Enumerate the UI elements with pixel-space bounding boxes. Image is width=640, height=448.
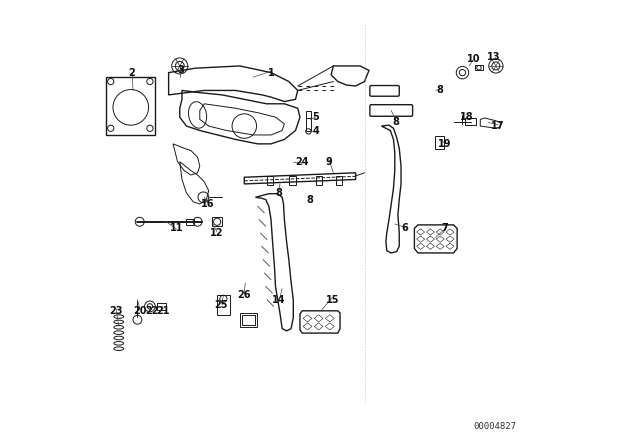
Text: 16: 16: [201, 199, 214, 209]
Text: 15: 15: [326, 295, 339, 305]
Text: 1: 1: [268, 68, 275, 78]
Bar: [475, 65, 483, 70]
Bar: [465, 118, 476, 125]
Text: 14: 14: [272, 295, 286, 305]
Text: 5: 5: [312, 112, 319, 122]
Text: 10: 10: [467, 54, 481, 64]
Text: 19: 19: [438, 139, 451, 149]
Bar: [242, 315, 255, 325]
Text: 21: 21: [157, 306, 170, 316]
Text: 26: 26: [237, 290, 251, 300]
Bar: [217, 295, 230, 315]
Text: 18: 18: [460, 112, 474, 122]
Bar: [316, 177, 322, 185]
Text: 00004827: 00004827: [473, 422, 516, 431]
Text: 7: 7: [442, 224, 448, 233]
Bar: [106, 77, 156, 135]
Text: 13: 13: [487, 52, 500, 62]
Bar: [335, 177, 342, 185]
Bar: [186, 219, 195, 225]
Text: 3: 3: [178, 65, 184, 75]
Bar: [240, 313, 257, 327]
Bar: [157, 303, 166, 310]
Text: 23: 23: [109, 306, 123, 316]
Text: 6: 6: [401, 224, 408, 233]
FancyBboxPatch shape: [370, 86, 399, 96]
Text: 9: 9: [326, 157, 332, 167]
Bar: [289, 177, 296, 185]
Text: 22: 22: [145, 306, 159, 316]
Bar: [435, 136, 444, 149]
Text: 8: 8: [307, 194, 314, 205]
Bar: [306, 118, 311, 130]
Text: 20: 20: [133, 306, 147, 316]
Text: 4: 4: [312, 125, 319, 135]
FancyBboxPatch shape: [370, 105, 413, 116]
Text: 2: 2: [129, 68, 136, 78]
Text: 25: 25: [214, 300, 228, 310]
Text: 8: 8: [276, 188, 282, 198]
Bar: [267, 177, 273, 185]
Text: 17: 17: [492, 121, 505, 131]
Text: 11: 11: [170, 224, 184, 233]
Text: 12: 12: [210, 228, 223, 238]
Text: 8: 8: [436, 86, 444, 95]
Bar: [306, 112, 311, 118]
Text: 8: 8: [392, 116, 399, 127]
Text: 24: 24: [296, 157, 309, 167]
Bar: [212, 217, 222, 226]
